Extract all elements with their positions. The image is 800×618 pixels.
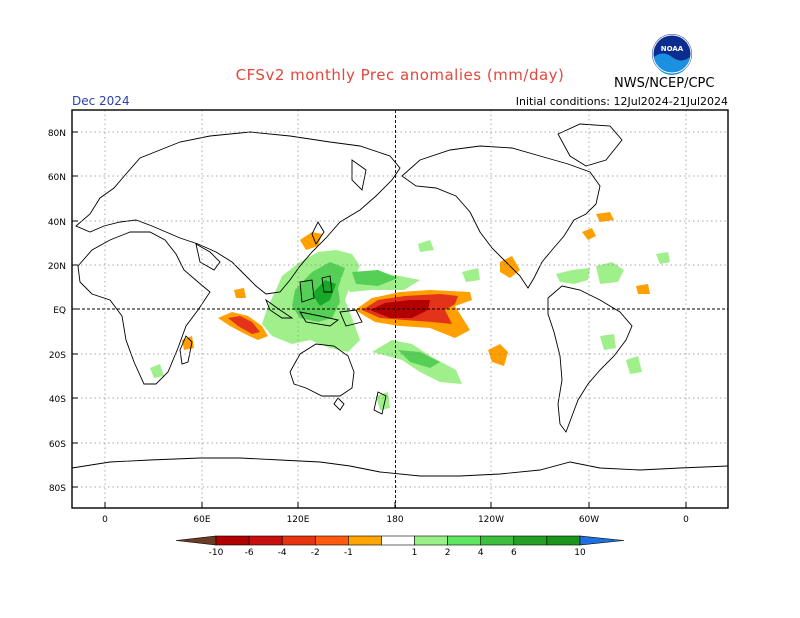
colorbar-tick-label: -4 — [278, 548, 287, 558]
colorbar-box — [480, 535, 515, 546]
map-title: CFSv2 monthly Prec anomalies (mm/day) — [235, 66, 565, 84]
lat-label: 60S — [49, 440, 66, 450]
logo-text: NOAA — [661, 45, 684, 53]
colorbar-arrow-left — [175, 535, 217, 546]
colorbar-tick-label: -2 — [311, 548, 320, 558]
colorbar-box — [414, 535, 448, 546]
lon-label: 120E — [287, 515, 310, 525]
colorbar-tick-label: -6 — [245, 548, 254, 558]
colorbar-box — [381, 535, 415, 546]
lat-label: 20S — [49, 351, 66, 361]
valid-month-label: Dec 2024 — [72, 94, 130, 108]
anomaly-shading — [150, 212, 670, 410]
noaa-logo-icon: NOAA — [652, 34, 692, 75]
colorbar-tick-label: 4 — [478, 548, 484, 558]
colorbar-box — [348, 535, 382, 546]
lat-label: 80S — [49, 484, 66, 494]
lat-label: 20N — [48, 262, 66, 272]
colorbar-box — [281, 535, 316, 546]
coastlines — [71, 123, 729, 477]
colorbar-box — [447, 535, 482, 546]
agency-label: NWS/NCEP/CPC — [614, 76, 715, 91]
colorbar-tick-label: 2 — [445, 548, 451, 558]
colorbar-box — [215, 535, 250, 546]
lon-label: 60E — [193, 515, 210, 525]
colorbar-tick-label: -10 — [209, 548, 224, 558]
lat-label: 40N — [48, 218, 66, 228]
lon-label: 60W — [579, 515, 599, 525]
colorbar-box — [513, 535, 548, 546]
colorbar-tick-label: 10 — [574, 548, 586, 558]
lat-label: 40S — [49, 395, 66, 405]
lon-label: 0 — [102, 515, 108, 525]
latitude-labels: 80N 60N 40N 20N EQ 20S 40S 60S 80S — [48, 129, 78, 494]
colorbar-box — [314, 535, 349, 546]
colorbar: -10 -6 -4 -2 -1 1 2 4 6 10 — [175, 535, 625, 558]
lon-label: 180 — [386, 515, 403, 525]
colorbar-box — [546, 535, 581, 546]
lon-label: 0 — [683, 515, 689, 525]
longitude-labels: 0 60E 120E 180 120W 60W 0 — [102, 502, 689, 525]
colorbar-labels: -10 -6 -4 -2 -1 1 2 4 6 10 — [209, 548, 586, 558]
lon-label: 120W — [478, 515, 504, 525]
colorbar-tick-label: -1 — [344, 548, 353, 558]
lat-label: 80N — [48, 129, 66, 139]
colorbar-arrow-right — [579, 535, 625, 546]
lat-label: 60N — [48, 173, 66, 183]
colorbar-box — [248, 535, 283, 546]
initial-conditions-label: Initial conditions: 12Jul2024-21Jul2024 — [515, 95, 728, 108]
colorbar-tick-label: 6 — [511, 548, 517, 558]
colorbar-tick-label: 1 — [412, 548, 418, 558]
lat-label: EQ — [53, 306, 66, 316]
